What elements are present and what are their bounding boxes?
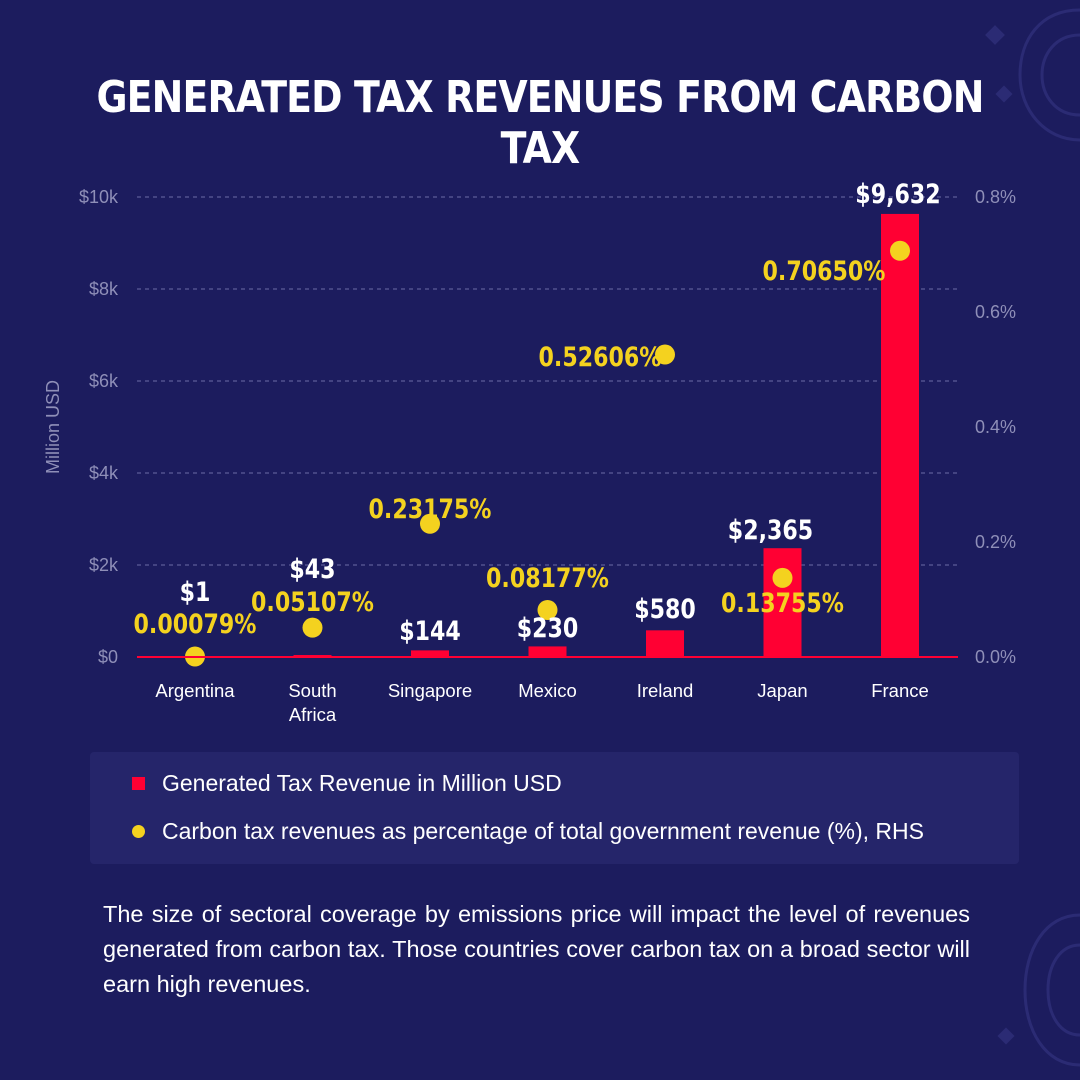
combo-chart: $1$43$144 $230$580$2,365$9,6320.00079%0.0…	[43, 178, 1016, 725]
bar-value-label: $230	[517, 612, 579, 644]
bar-ireland	[646, 630, 684, 657]
bar-france	[881, 213, 919, 658]
x-tick-label: Mexico	[518, 680, 577, 701]
bar-value-label: $580	[634, 593, 696, 625]
data-labels: $1$43$144 $230$580$2,365$9,6320.00079%0.0…	[134, 178, 941, 647]
legend: Generated Tax Revenue in Million USD Car…	[90, 752, 1019, 864]
bar-mexico	[528, 646, 567, 657]
dot-value-label: 0.13755%	[721, 587, 844, 619]
bar-japan	[763, 548, 802, 657]
legend-dot-swatch	[132, 825, 145, 838]
x-tick-label: Singapore	[388, 680, 472, 701]
y-tick-label: $2k	[89, 555, 119, 575]
dot-ireland	[655, 344, 675, 365]
dot-singapore	[420, 513, 440, 534]
legend-item-revenue: Generated Tax Revenue in Million USD	[132, 770, 562, 797]
y-axis-title: Million USD	[43, 380, 63, 474]
dots	[185, 240, 910, 667]
dot-value-label: 0.05107%	[251, 586, 374, 618]
bar-value-label: $1	[180, 576, 211, 608]
y2-tick-label: 0.0%	[975, 647, 1016, 667]
bar-value-label: $43	[289, 553, 335, 585]
legend-item-percentage: Carbon tax revenues as percentage of tot…	[132, 818, 924, 845]
x-tick-label: Argentina	[155, 680, 235, 701]
legend-revenue-label: Generated Tax Revenue in Million USD	[162, 770, 562, 796]
dot-value-label: 0.52606%	[539, 341, 662, 373]
bar-value-label: $144	[399, 615, 461, 647]
chart-title: GENERATED TAX REVENUES FROM CARBON TAX	[96, 72, 984, 174]
y-tick-label: $6k	[89, 371, 119, 391]
dot-france	[890, 240, 910, 261]
dot-value-label: 0.00079%	[134, 608, 257, 640]
y-tick-label: $10k	[79, 187, 119, 207]
y-tick-label: $8k	[89, 279, 119, 299]
bar-value-label: $9,632	[855, 178, 940, 210]
ornament-top-right	[985, 8, 1080, 142]
y-tick-label: $0	[98, 647, 118, 667]
dot-value-label: 0.08177%	[486, 562, 609, 594]
legend-percentage-label: Carbon tax revenues as percentage of tot…	[162, 818, 924, 844]
dot-south-africa	[302, 617, 323, 638]
axes: $0 $2k $4k $6k $8k $10k 0.0% 0.2% 0.4% 0.6% 0.8% Mi…	[43, 187, 1016, 725]
x-tick-label: Japan	[757, 680, 807, 701]
description-text: The size of sectoral coverage by emissio…	[103, 901, 970, 997]
bar-singapore	[411, 650, 449, 657]
dot-value-label: 0.70650%	[763, 255, 886, 287]
y2-tick-label: 0.4%	[975, 417, 1016, 437]
bar-value-label: $2,365	[728, 514, 813, 546]
y2-tick-label: 0.6%	[975, 302, 1016, 322]
bars	[176, 213, 919, 658]
x-tick-label: France	[871, 680, 929, 701]
legend-bar-swatch	[132, 777, 145, 790]
x-tick-label: South	[288, 680, 336, 701]
x-tick-label: Africa	[289, 704, 337, 725]
y2-tick-label: 0.8%	[975, 187, 1016, 207]
gridlines	[137, 196, 958, 566]
y-tick-label: $4k	[89, 463, 119, 483]
y2-tick-label: 0.2%	[975, 532, 1016, 552]
dot-value-label: 0.23175%	[369, 493, 492, 525]
dot-mexico	[537, 599, 558, 620]
ornament-bottom-right	[997, 913, 1080, 1067]
x-tick-label: Ireland	[637, 680, 694, 701]
dot-japan	[772, 567, 793, 588]
